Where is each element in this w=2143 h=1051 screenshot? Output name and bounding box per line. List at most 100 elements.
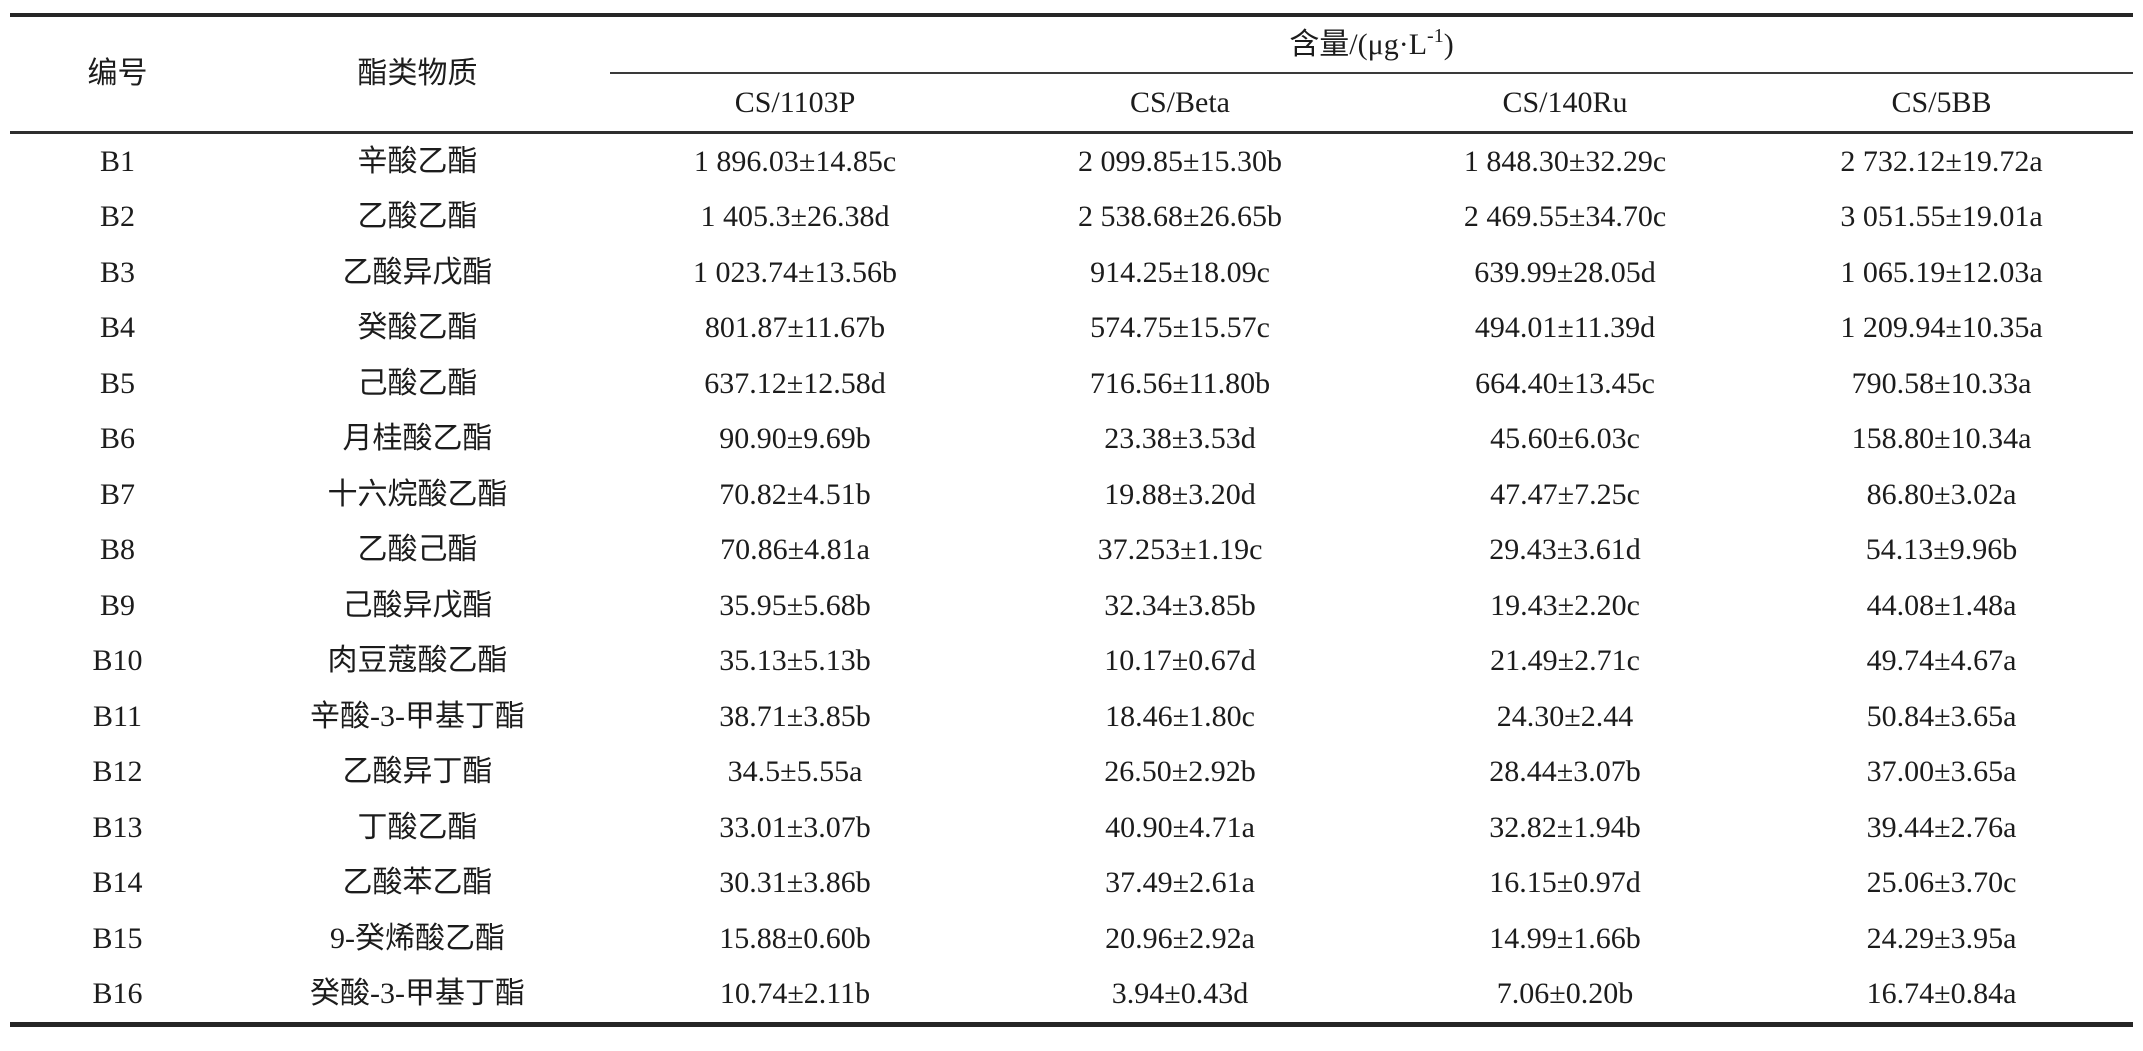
row-id-cell: B11 — [93, 699, 142, 733]
value-cell-cs1103p: 801.87±11.67b — [704, 311, 886, 345]
value-cell-cs1103p: 90.90±9.69b — [719, 422, 871, 456]
value-cell-cs1103p: 15.88±0.60b — [719, 921, 871, 955]
value-cell-cs5bb: 1 065.19±12.03a — [1840, 255, 2043, 289]
value-cell-csbeta: 914.25±18.09c — [1090, 255, 1270, 289]
value-cell-csbeta: 20.96±2.92a — [1105, 921, 1255, 955]
substance-cell: 癸酸-3-甲基丁酯 — [310, 977, 525, 1011]
value-cell-csbeta: 2 099.85±15.30b — [1078, 144, 1282, 178]
value-cell-cs5bb: 44.08±1.48a — [1866, 588, 2017, 622]
value-cell-csbeta: 37.49±2.61a — [1105, 866, 1255, 900]
value-cell-csbeta: 23.38±3.53d — [1104, 422, 1256, 456]
table-row: B14 乙酸苯乙酯 30.31±3.86b 37.49±2.61a 16.15±0.97… — [10, 856, 2133, 912]
row-id-cell: B12 — [92, 755, 143, 789]
row-id-cell: B8 — [99, 533, 135, 567]
table-row: B1 辛酸乙酯 1 896.03±14.85c 2 099.85±15.30b 1 84… — [10, 133, 2133, 190]
row-id-cell: B10 — [92, 644, 143, 678]
value-cell-cs140ru: 28.44±3.07b — [1489, 755, 1641, 789]
row-id-cell: B2 — [99, 200, 135, 234]
value-cell-cs140ru: 29.43±3.61d — [1489, 533, 1641, 567]
value-cell-csbeta: 18.46±1.80c — [1105, 699, 1255, 733]
value-cell-cs5bb: 37.00±3.65a — [1866, 755, 2017, 789]
ester-content-table: 编号 酯类物质 含量/(μg·L-1) CS/1103P CS/Beta CS/… — [10, 13, 2134, 1027]
value-cell-cs140ru: 664.40±13.45c — [1475, 366, 1655, 400]
value-cell-cs1103p: 33.01±3.07b — [719, 810, 871, 844]
sample-header-cs1103p: CS/1103P — [610, 73, 980, 134]
table-row: B7 十六烷酸乙酯 70.82±4.51b 19.88±3.20d 47.47±7.25… — [10, 467, 2133, 523]
table-row: B3 乙酸异戊酯 1 023.74±13.56b 914.25±18.09c 639.9… — [10, 245, 2133, 301]
row-id-cell: B3 — [99, 255, 135, 289]
unit-exponent: -1 — [1427, 24, 1444, 47]
value-cell-cs5bb: 2 732.12±19.72a — [1840, 144, 2043, 178]
value-cell-cs1103p: 637.12±12.58d — [704, 366, 886, 400]
substance-cell: 十六烷酸乙酯 — [327, 477, 508, 511]
table-row: B8 乙酸己酯 70.86±4.81a 37.253±1.19c 29.43±3.61d… — [10, 523, 2133, 579]
substance-column-header: 酯类物质 — [225, 15, 610, 134]
table-row: B11 辛酸-3-甲基丁酯 38.71±3.85b 18.46±1.80c 24.30±… — [10, 689, 2133, 745]
value-cell-cs140ru: 24.30±2.44 — [1496, 699, 1634, 733]
substance-cell: 己酸乙酯 — [357, 366, 478, 400]
table-header: 编号 酯类物质 含量/(μg·L-1) CS/1103P CS/Beta CS/… — [10, 15, 2134, 134]
value-cell-cs140ru: 45.60±6.03c — [1490, 422, 1640, 456]
substance-cell: 乙酸苯乙酯 — [342, 866, 493, 900]
value-cell-cs1103p: 38.71±3.85b — [719, 699, 871, 733]
sample-header-csbeta: CS/Beta — [980, 73, 1380, 134]
value-cell-cs140ru: 639.99±28.05d — [1474, 255, 1656, 289]
substance-cell: 9-癸烯酸乙酯 — [330, 921, 505, 955]
value-cell-cs140ru: 494.01±11.39d — [1474, 311, 1656, 345]
table-body: B1 辛酸乙酯 1 896.03±14.85c 2 099.85±15.30b 1 84… — [10, 133, 2133, 1025]
value-cell-cs5bb: 3 051.55±19.01a — [1840, 200, 2043, 234]
value-cell-cs140ru: 1 848.30±32.29c — [1463, 144, 1667, 178]
value-cell-csbeta: 26.50±2.92b — [1104, 755, 1256, 789]
sample-header-cs140ru: CS/140Ru — [1380, 73, 1750, 134]
value-cell-cs5bb: 39.44±2.76a — [1866, 810, 2017, 844]
value-cell-cs140ru: 19.43±2.20c — [1490, 588, 1640, 622]
value-cell-csbeta: 37.253±1.19c — [1097, 533, 1263, 567]
content-unit-label: 含量/(μg·L — [1289, 27, 1428, 61]
value-cell-cs140ru: 16.15±0.97d — [1489, 866, 1641, 900]
value-cell-cs140ru: 7.06±0.20b — [1496, 977, 1634, 1011]
substance-cell: 乙酸异戊酯 — [342, 255, 493, 289]
value-cell-cs5bb: 50.84±3.65a — [1866, 699, 2017, 733]
value-cell-csbeta: 716.56±11.80b — [1089, 366, 1271, 400]
table-row: B13 丁酸乙酯 33.01±3.07b 40.90±4.71a 32.82±1.94b… — [10, 800, 2133, 856]
content-unit-close: ) — [1443, 27, 1454, 61]
value-cell-cs5bb: 54.13±9.96b — [1865, 533, 2018, 567]
value-cell-cs1103p: 1 896.03±14.85c — [693, 144, 897, 178]
value-cell-csbeta: 3.94±0.43d — [1111, 977, 1249, 1011]
substance-cell: 乙酸己酯 — [357, 533, 478, 567]
table-row: B5 己酸乙酯 637.12±12.58d 716.56±11.80b 664.40±1… — [10, 356, 2133, 412]
substance-cell: 癸酸乙酯 — [357, 311, 478, 345]
value-cell-cs5bb: 24.29±3.95a — [1866, 921, 2017, 955]
value-cell-cs5bb: 790.58±10.33a — [1851, 366, 2032, 400]
value-cell-cs140ru: 32.82±1.94b — [1489, 810, 1641, 844]
substance-cell: 肉豆蔻酸乙酯 — [327, 644, 508, 678]
content-unit-header: 含量/(μg·L-1) — [610, 15, 2134, 74]
row-id-cell: B7 — [99, 477, 135, 511]
value-cell-cs1103p: 35.13±5.13b — [719, 644, 871, 678]
value-cell-cs1103p: 10.74±2.11b — [719, 977, 871, 1011]
row-id-cell: B1 — [99, 144, 135, 178]
value-cell-csbeta: 574.75±15.57c — [1090, 311, 1270, 345]
value-cell-cs5bb: 1 209.94±10.35a — [1840, 311, 2043, 345]
value-cell-cs5bb: 86.80±3.02a — [1866, 477, 2017, 511]
header-sample-row: CS/1103P CS/Beta CS/140Ru CS/5BB — [10, 73, 2134, 134]
row-id-cell: B6 — [99, 422, 135, 456]
value-cell-cs1103p: 34.5±5.55a — [727, 755, 863, 789]
page: { "table": { "header": { "col_id": "编号",… — [0, 13, 2143, 1051]
value-cell-cs5bb: 158.80±10.34a — [1851, 422, 2032, 456]
sample-header-cs5bb: CS/5BB — [1750, 73, 2134, 134]
table-row: B16 癸酸-3-甲基丁酯 10.74±2.11b 3.94±0.43d 7.06±0.… — [10, 967, 2133, 1025]
value-cell-csbeta: 19.88±3.20d — [1104, 477, 1256, 511]
value-cell-cs1103p: 1 023.74±13.56b — [693, 255, 897, 289]
substance-cell: 乙酸乙酯 — [357, 200, 478, 234]
substance-cell: 辛酸乙酯 — [357, 144, 478, 178]
value-cell-csbeta: 2 538.68±26.65b — [1078, 200, 1282, 234]
value-cell-cs5bb: 25.06±3.70c — [1866, 866, 2017, 900]
row-id-cell: B14 — [92, 866, 143, 900]
table-row: B9 己酸异戊酯 35.95±5.68b 32.34±3.85b 19.43±2.20c… — [10, 578, 2133, 634]
substance-cell: 丁酸乙酯 — [357, 810, 478, 844]
row-id-cell: B13 — [92, 810, 143, 844]
value-cell-csbeta: 32.34±3.85b — [1104, 588, 1256, 622]
value-cell-cs140ru: 14.99±1.66b — [1489, 921, 1641, 955]
substance-cell: 辛酸-3-甲基丁酯 — [310, 699, 525, 733]
